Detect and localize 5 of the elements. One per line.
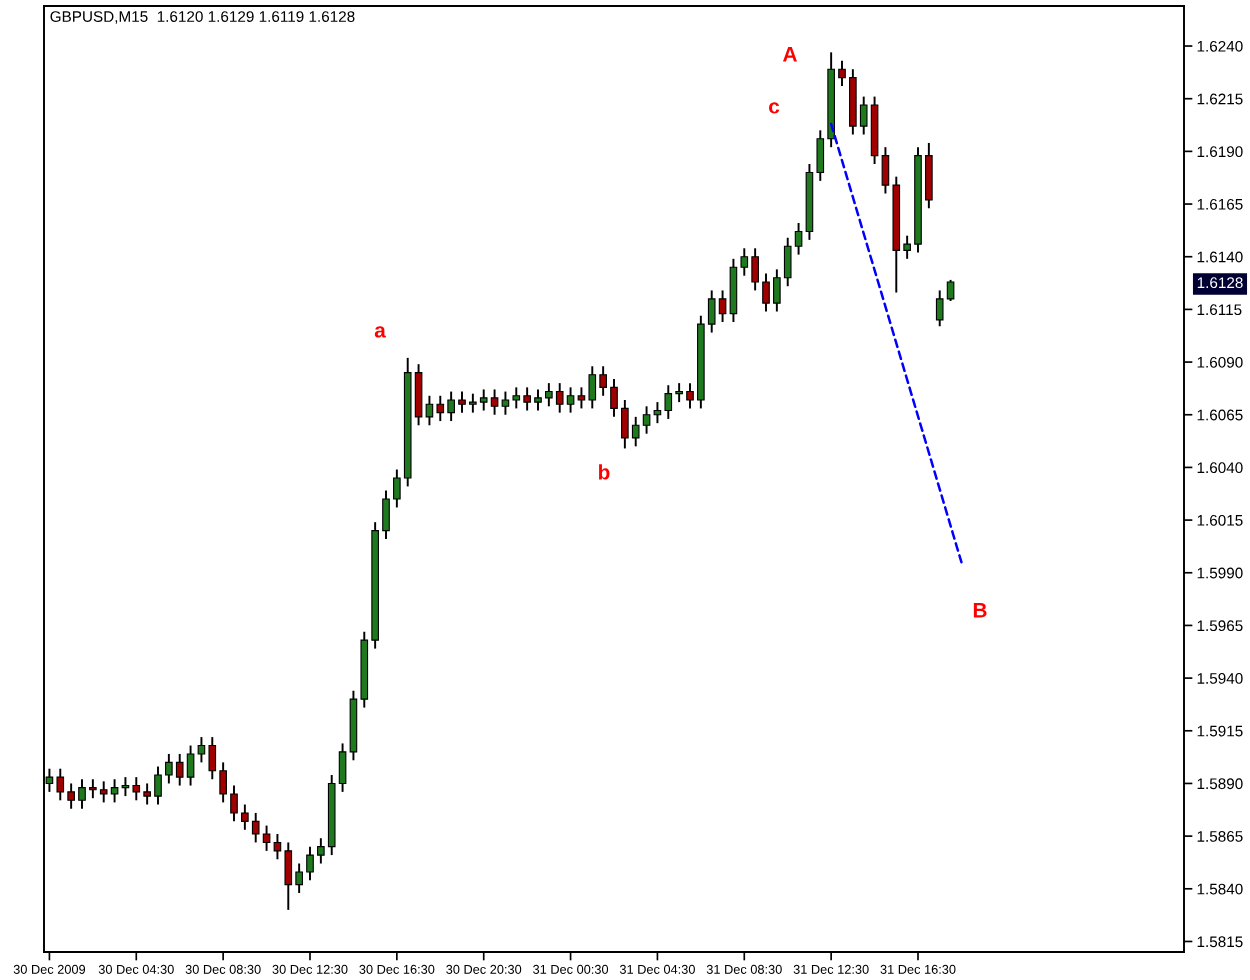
- annotation: B: [973, 603, 987, 618]
- annotation: A: [782, 47, 797, 62]
- annotation: b: [599, 464, 610, 480]
- annotation: c: [769, 102, 780, 114]
- annotation: a: [374, 326, 386, 338]
